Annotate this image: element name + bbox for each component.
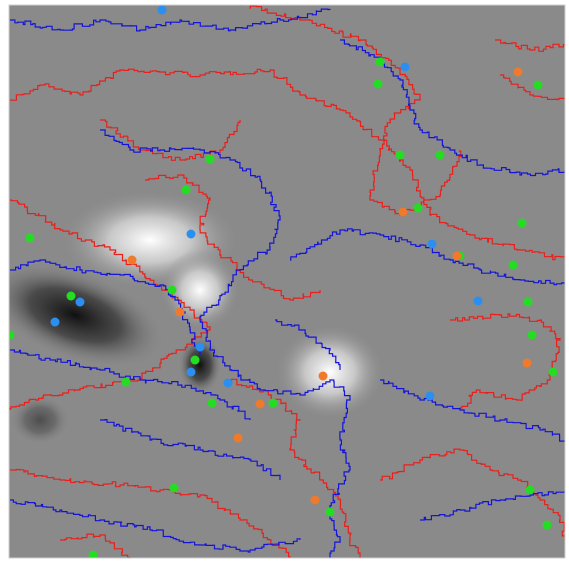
blue-contour bbox=[380, 379, 565, 442]
green-dot bbox=[66, 291, 76, 301]
orange-dot bbox=[233, 433, 243, 443]
blue-dot bbox=[157, 5, 167, 15]
green-dot bbox=[542, 520, 552, 530]
blue-contour bbox=[10, 349, 251, 420]
blue-contour bbox=[10, 8, 331, 32]
red-contour bbox=[380, 448, 565, 540]
blue-dot bbox=[473, 296, 483, 306]
blue-contour bbox=[10, 499, 301, 553]
blue-contour bbox=[290, 228, 565, 286]
orange-dot bbox=[255, 399, 265, 409]
orange-dot bbox=[522, 358, 532, 368]
green-dot bbox=[205, 154, 215, 164]
blue-dot bbox=[186, 367, 196, 377]
green-dot bbox=[548, 367, 558, 377]
red-contour bbox=[10, 468, 291, 558]
blue-dot bbox=[425, 391, 435, 401]
green-dot bbox=[395, 150, 405, 160]
blue-contour bbox=[10, 259, 201, 355]
red-contour bbox=[230, 378, 361, 558]
orange-dot bbox=[513, 67, 523, 77]
green-dot bbox=[435, 150, 445, 160]
orange-dot bbox=[310, 495, 320, 505]
image-area bbox=[9, 5, 565, 558]
red-contour bbox=[100, 119, 241, 161]
green-dot bbox=[9, 330, 15, 340]
green-dot bbox=[325, 507, 335, 517]
green-dot bbox=[167, 285, 177, 295]
negative-region bbox=[9, 261, 166, 369]
blue-dot bbox=[427, 239, 437, 249]
red-contour bbox=[500, 74, 565, 101]
green-dot bbox=[533, 80, 543, 90]
green-dot bbox=[375, 57, 385, 67]
markers bbox=[9, 5, 558, 558]
green-dot bbox=[88, 550, 98, 558]
orange-dot bbox=[398, 207, 408, 217]
blue-dot bbox=[75, 297, 85, 307]
green-dot bbox=[181, 185, 191, 195]
green-dot bbox=[523, 297, 533, 307]
red-contour bbox=[60, 533, 131, 558]
blue-contour bbox=[275, 319, 341, 370]
frame-border bbox=[8, 4, 566, 559]
green-dot bbox=[413, 203, 423, 213]
blue-dot bbox=[223, 378, 233, 388]
blue-dot bbox=[195, 342, 205, 352]
green-dot bbox=[373, 79, 383, 89]
green-dot bbox=[508, 260, 518, 270]
red-contour bbox=[10, 68, 565, 261]
green-dot bbox=[207, 398, 217, 408]
red-contour bbox=[9, 199, 211, 410]
orange-dot bbox=[318, 371, 328, 381]
green-dot bbox=[25, 233, 35, 243]
red-contour bbox=[145, 174, 321, 301]
blue-dot bbox=[186, 229, 196, 239]
green-dot bbox=[268, 398, 278, 408]
orange-dot bbox=[127, 255, 137, 265]
green-dot bbox=[527, 330, 537, 340]
blue-contour bbox=[420, 490, 565, 521]
negative-region bbox=[10, 395, 70, 445]
red-contour bbox=[450, 313, 561, 410]
green-dot bbox=[525, 485, 535, 495]
positive-region bbox=[275, 324, 385, 420]
green-dot bbox=[190, 355, 200, 365]
green-dot bbox=[169, 483, 179, 493]
blue-contour bbox=[100, 419, 281, 480]
blue-dot bbox=[400, 62, 410, 72]
blue-contour bbox=[100, 129, 351, 558]
green-dot bbox=[517, 218, 527, 228]
orange-dot bbox=[452, 251, 462, 261]
blue-dot bbox=[50, 317, 60, 327]
orange-dot bbox=[175, 307, 185, 317]
red-contour bbox=[495, 39, 565, 52]
green-dot bbox=[121, 377, 131, 387]
